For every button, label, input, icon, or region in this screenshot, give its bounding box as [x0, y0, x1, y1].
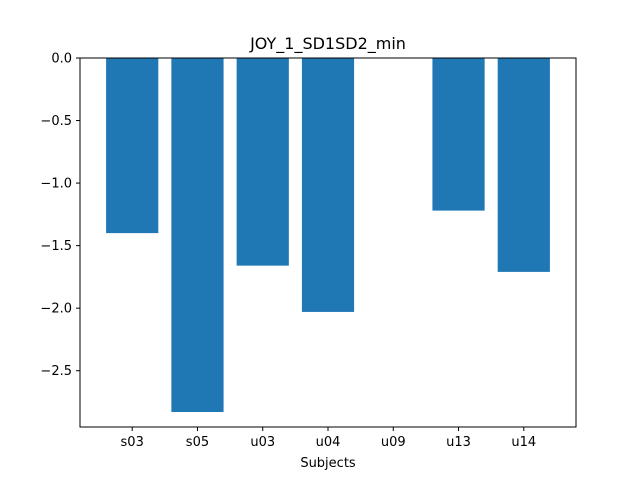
x-tick-label-u03: u03	[250, 435, 275, 450]
x-tick-label-u04: u04	[316, 435, 341, 450]
x-axis-title: Subjects	[300, 456, 356, 471]
y-axis-ticks: 0.0 −0.5 −1.0 −1.5 −2.0 −2.5	[40, 52, 80, 379]
y-tick-label: −0.5	[40, 114, 72, 129]
bar-s05	[171, 58, 224, 412]
bars-group	[106, 58, 550, 412]
x-tick-label-u13: u13	[446, 435, 471, 450]
bar-u13	[432, 58, 485, 211]
x-tick-label-s05: s05	[186, 435, 209, 450]
bar-u14	[497, 58, 550, 272]
x-tick-label-s03: s03	[121, 435, 144, 450]
y-tick-label: −2.5	[40, 364, 72, 379]
bar-u03	[236, 58, 289, 266]
plot-frame	[79, 57, 577, 428]
x-axis-ticks: s03 s05 u03 u04 u09 u13 u14	[121, 427, 536, 450]
x-tick-label-u14: u14	[511, 435, 536, 450]
y-tick-label: −2.0	[40, 302, 72, 317]
y-tick-label: −1.5	[40, 239, 72, 254]
y-tick-label: −1.0	[40, 177, 72, 192]
chart-title: JOY_1_SD1SD2_min	[249, 34, 406, 54]
bar-s03	[106, 58, 159, 234]
bar-u04	[301, 58, 355, 312]
x-tick-label-u09: u09	[381, 435, 406, 450]
y-tick-label: 0.0	[51, 52, 72, 67]
